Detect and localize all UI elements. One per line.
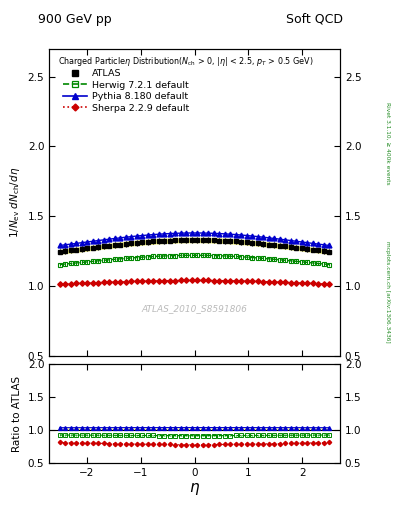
Text: 900 GeV pp: 900 GeV pp	[38, 13, 112, 26]
Y-axis label: Ratio to ATLAS: Ratio to ATLAS	[12, 375, 22, 452]
Text: Soft QCD: Soft QCD	[286, 13, 343, 26]
Text: mcplots.cern.ch [arXiv:1306.3436]: mcplots.cern.ch [arXiv:1306.3436]	[385, 241, 390, 343]
Text: ATLAS_2010_S8591806: ATLAS_2010_S8591806	[141, 304, 248, 313]
Text: Charged Particle$\eta$ Distribution($N_\mathrm{ch}$ > 0, |$\eta$| < 2.5, $p_T$ >: Charged Particle$\eta$ Distribution($N_\…	[58, 55, 313, 68]
Y-axis label: $1/N_\mathrm{ev}\;dN_\mathrm{ch}/d\eta$: $1/N_\mathrm{ev}\;dN_\mathrm{ch}/d\eta$	[8, 166, 22, 238]
Text: Rivet 3.1.10, ≥ 400k events: Rivet 3.1.10, ≥ 400k events	[385, 102, 390, 185]
Legend: ATLAS, Herwig 7.2.1 default, Pythia 8.180 default, Sherpa 2.2.9 default: ATLAS, Herwig 7.2.1 default, Pythia 8.18…	[60, 66, 193, 116]
X-axis label: $\eta$: $\eta$	[189, 481, 200, 497]
